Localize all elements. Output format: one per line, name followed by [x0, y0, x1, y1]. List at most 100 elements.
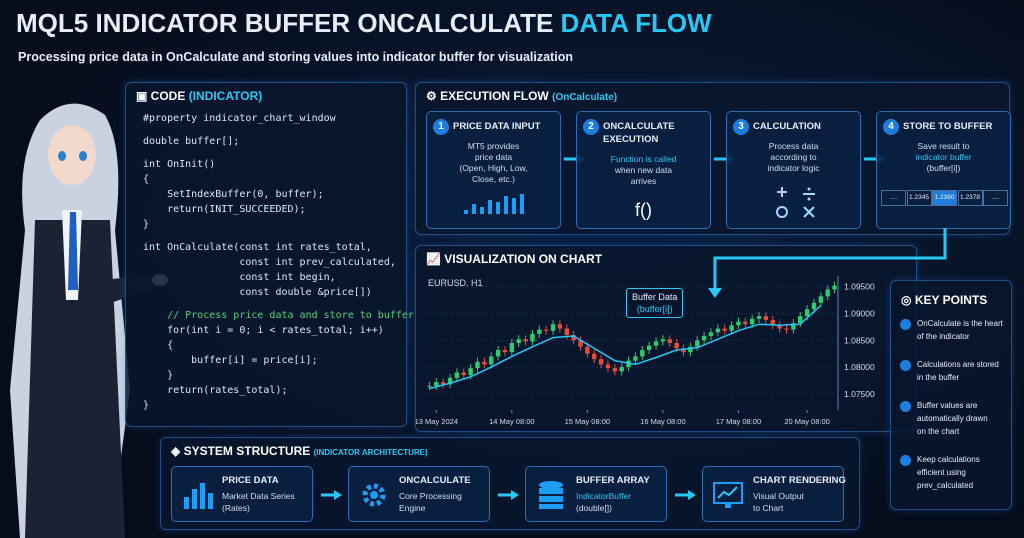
system-box: PRICE DATA Market Data Series (Rates): [171, 466, 313, 522]
system-box: CHART RENDERING Visual Output to Chart: [702, 466, 846, 522]
check-icon: [900, 319, 911, 330]
system-item-line: to Chart: [753, 503, 784, 513]
candle: [612, 368, 618, 372]
execution-title-paren: (OnCalculate): [552, 92, 618, 103]
arrow: [675, 490, 696, 500]
step-text: when new data: [614, 165, 673, 175]
system-title: ◈ SYSTEM STRUCTURE (INDICATOR ARCHITECTU…: [171, 444, 428, 458]
keypoints-panel: ◎ KEY POINTS OnCalculate is the heart of …: [890, 280, 1012, 510]
candle: [482, 361, 487, 365]
step-text: according to: [770, 152, 817, 162]
key-point-line: of the indicator: [917, 332, 970, 341]
candle: [784, 328, 789, 330]
code-line: }: [143, 219, 150, 230]
code-line: const int prev_calculated,: [143, 257, 396, 268]
key-point-line: Keep calculations: [917, 455, 980, 464]
viz-title: 📈 VISUALIZATION ON CHART: [426, 252, 603, 266]
candle: [749, 318, 755, 325]
buffer-line: [429, 304, 822, 390]
check-icon: [900, 401, 911, 412]
system-item-title: BUFFER ARRAY: [576, 475, 650, 486]
step-text: Close, etc.): [472, 174, 515, 184]
system-item-title: PRICE DATA: [222, 475, 279, 486]
system-title-text: SYSTEM STRUCTURE: [183, 444, 311, 458]
candle: [598, 359, 604, 365]
candle: [633, 356, 638, 361]
annotation-line: (buffer[i]): [636, 304, 673, 314]
code-line: buffer[i] = price[i];: [143, 355, 318, 366]
step-box: 4 STORE TO BUFFER Save result to indicator …: [876, 111, 1011, 229]
candle: [756, 316, 762, 319]
step-number: 1: [433, 119, 449, 135]
step-text: Process data: [768, 141, 819, 151]
code-line: return(rates_total);: [143, 385, 288, 396]
y-tick-label: 1.09000: [844, 309, 875, 319]
candle: [509, 343, 515, 353]
system-item-title: CHART RENDERING: [753, 475, 846, 486]
code-line: int OnCalculate(const int rates_total,: [143, 242, 372, 253]
y-tick-label: 1.09500: [844, 282, 875, 292]
step-text: (buffer[i]): [926, 163, 961, 173]
system-icon: [711, 479, 745, 511]
code-body: #property indicator_chart_window double b…: [143, 83, 414, 423]
key-point-line: OnCalculate is the heart: [917, 319, 1003, 328]
candle: [502, 349, 508, 353]
annotation: Buffer Data (buffer[i]): [626, 288, 684, 318]
candle: [619, 367, 624, 372]
step-number: 3: [733, 119, 749, 135]
candle: [777, 325, 782, 329]
system-item-line: IndicatorBuffer: [576, 491, 632, 501]
key-point-line: efficient using: [917, 468, 966, 477]
execution-panel: ⚙ EXECUTION FLOW (OnCalculate) 1 PRICE DA…: [415, 82, 1011, 235]
step-symbol: f(): [635, 200, 652, 220]
subtitle: Processing price data in OnCalculate and…: [18, 50, 573, 64]
y-tick-label: 1.08000: [844, 362, 875, 372]
code-line: SetIndexBuffer(0, buffer);: [143, 189, 324, 200]
system-title-paren: (INDICATOR ARCHITECTURE): [313, 448, 428, 457]
keypoints: OnCalculate is the heart of the indicator…: [891, 281, 1011, 509]
code-line: const double &price[]): [143, 287, 372, 298]
candle: [743, 321, 748, 325]
code-line: int OnInit(): [143, 159, 216, 170]
step-text: MT5 provides: [467, 141, 520, 151]
system-item-line: Visual Output: [753, 491, 804, 501]
annotation-line: Buffer Data: [632, 292, 678, 302]
candle: [495, 349, 501, 357]
candle: [516, 339, 521, 343]
candle: [468, 368, 473, 376]
candle: [578, 340, 583, 347]
system-items: PRICE DATA Market Data Series (Rates) ONCAL…: [161, 438, 859, 529]
step-title: CALCULATION: [753, 121, 821, 132]
candle: [708, 332, 714, 337]
keypoints-title-text: KEY POINTS: [914, 293, 988, 307]
candle: [564, 328, 569, 335]
candle: [489, 356, 494, 365]
check-icon: [900, 360, 911, 371]
arrow: [498, 490, 519, 500]
step-number: 2: [583, 119, 599, 135]
candle: [811, 302, 817, 310]
check-icon: [900, 455, 911, 466]
candle: [640, 349, 645, 357]
step-title: PRICE DATA INPUT: [453, 121, 541, 132]
step-number: 4: [883, 119, 899, 135]
candle: [530, 333, 535, 342]
system-box: BUFFER ARRAY IndicatorBuffer (double[]): [525, 466, 667, 522]
step-text: Save result to: [917, 141, 970, 151]
candle: [825, 289, 830, 297]
candle: [736, 321, 741, 326]
icon: [462, 192, 532, 218]
step-box: 3 CALCULATION Process data according to indi…: [726, 111, 861, 229]
buffer-cell: 1.2378: [957, 190, 983, 206]
system-item-line: Engine: [399, 503, 426, 513]
icon: [767, 182, 827, 222]
code-panel: ▣ CODE (INDICATOR) #property indicator_c…: [125, 82, 414, 427]
candle: [798, 316, 803, 324]
step-title: ONCALCULATE: [603, 121, 675, 132]
symbol: EURUSD, H1: [428, 278, 483, 288]
keypoints-title: ◎ KEY POINTS: [901, 293, 988, 307]
candle: [722, 328, 727, 331]
key-point-line: Buffer values are: [917, 401, 978, 410]
step-box: 2 ONCALCULATE EXECUTION Function is called w…: [576, 111, 711, 229]
step-text: price data: [474, 152, 513, 162]
